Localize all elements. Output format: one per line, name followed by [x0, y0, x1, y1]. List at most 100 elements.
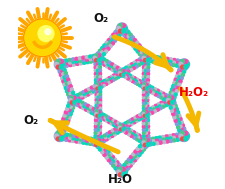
Circle shape — [129, 79, 132, 81]
Circle shape — [125, 131, 128, 134]
Circle shape — [163, 100, 165, 102]
Circle shape — [164, 96, 166, 98]
Circle shape — [144, 82, 147, 85]
Circle shape — [93, 56, 96, 60]
Circle shape — [146, 89, 149, 91]
Circle shape — [56, 65, 60, 69]
Circle shape — [94, 66, 97, 69]
Circle shape — [99, 112, 102, 115]
Circle shape — [68, 116, 71, 119]
Circle shape — [74, 100, 77, 103]
Circle shape — [111, 135, 114, 137]
Circle shape — [133, 131, 135, 133]
Circle shape — [63, 76, 66, 79]
Circle shape — [61, 138, 64, 141]
Polygon shape — [119, 26, 149, 60]
Circle shape — [169, 99, 172, 101]
Circle shape — [146, 102, 149, 104]
Circle shape — [145, 143, 148, 146]
Circle shape — [97, 143, 100, 146]
Circle shape — [158, 61, 161, 64]
Circle shape — [105, 83, 108, 85]
Circle shape — [63, 122, 66, 125]
Circle shape — [97, 102, 99, 104]
Polygon shape — [97, 70, 123, 89]
Circle shape — [61, 136, 64, 139]
Circle shape — [169, 99, 172, 102]
Circle shape — [131, 133, 134, 136]
Circle shape — [103, 79, 106, 82]
Circle shape — [171, 88, 173, 91]
Circle shape — [142, 135, 145, 138]
Circle shape — [155, 137, 158, 140]
Circle shape — [99, 57, 101, 59]
Circle shape — [148, 113, 151, 116]
Circle shape — [117, 72, 119, 74]
Circle shape — [108, 61, 111, 64]
Circle shape — [119, 74, 122, 76]
Circle shape — [62, 62, 65, 65]
Circle shape — [119, 124, 122, 127]
Circle shape — [98, 60, 100, 63]
Polygon shape — [142, 58, 150, 87]
Circle shape — [100, 136, 103, 139]
Circle shape — [175, 64, 178, 67]
Circle shape — [99, 116, 102, 119]
Polygon shape — [72, 84, 100, 103]
Circle shape — [142, 138, 151, 147]
Circle shape — [110, 75, 113, 78]
Circle shape — [145, 83, 148, 86]
Circle shape — [177, 118, 180, 121]
Circle shape — [83, 136, 86, 139]
Circle shape — [145, 69, 147, 72]
Circle shape — [146, 105, 149, 107]
Circle shape — [142, 84, 144, 86]
Circle shape — [65, 138, 68, 141]
Circle shape — [144, 116, 147, 118]
Circle shape — [123, 34, 126, 37]
Circle shape — [130, 129, 133, 132]
Circle shape — [88, 110, 90, 113]
Circle shape — [145, 60, 148, 62]
Circle shape — [148, 141, 151, 144]
Circle shape — [101, 146, 104, 149]
Circle shape — [94, 122, 97, 125]
Circle shape — [102, 53, 106, 56]
Circle shape — [65, 62, 68, 65]
Circle shape — [76, 99, 78, 102]
Circle shape — [97, 96, 99, 99]
Circle shape — [169, 139, 172, 143]
Circle shape — [90, 112, 93, 114]
Circle shape — [127, 31, 130, 34]
Circle shape — [145, 84, 148, 86]
Circle shape — [154, 93, 157, 96]
Circle shape — [111, 63, 114, 66]
Circle shape — [79, 105, 82, 108]
Circle shape — [143, 59, 147, 62]
Circle shape — [168, 94, 171, 98]
Circle shape — [162, 92, 165, 95]
Circle shape — [173, 81, 176, 84]
Circle shape — [157, 89, 159, 92]
Circle shape — [144, 107, 147, 110]
Circle shape — [144, 88, 147, 91]
Circle shape — [175, 75, 178, 78]
Circle shape — [90, 137, 93, 140]
Circle shape — [165, 94, 168, 96]
Circle shape — [64, 72, 67, 75]
Circle shape — [129, 38, 132, 41]
Circle shape — [167, 97, 169, 100]
Circle shape — [134, 154, 137, 157]
Circle shape — [97, 128, 99, 131]
Circle shape — [185, 62, 189, 66]
Circle shape — [96, 56, 99, 59]
Circle shape — [97, 79, 99, 81]
Circle shape — [98, 83, 101, 86]
Circle shape — [105, 46, 108, 49]
Circle shape — [125, 28, 128, 31]
Circle shape — [79, 62, 82, 65]
Circle shape — [143, 111, 146, 113]
Circle shape — [114, 158, 117, 161]
Polygon shape — [144, 97, 172, 117]
Circle shape — [143, 57, 145, 59]
